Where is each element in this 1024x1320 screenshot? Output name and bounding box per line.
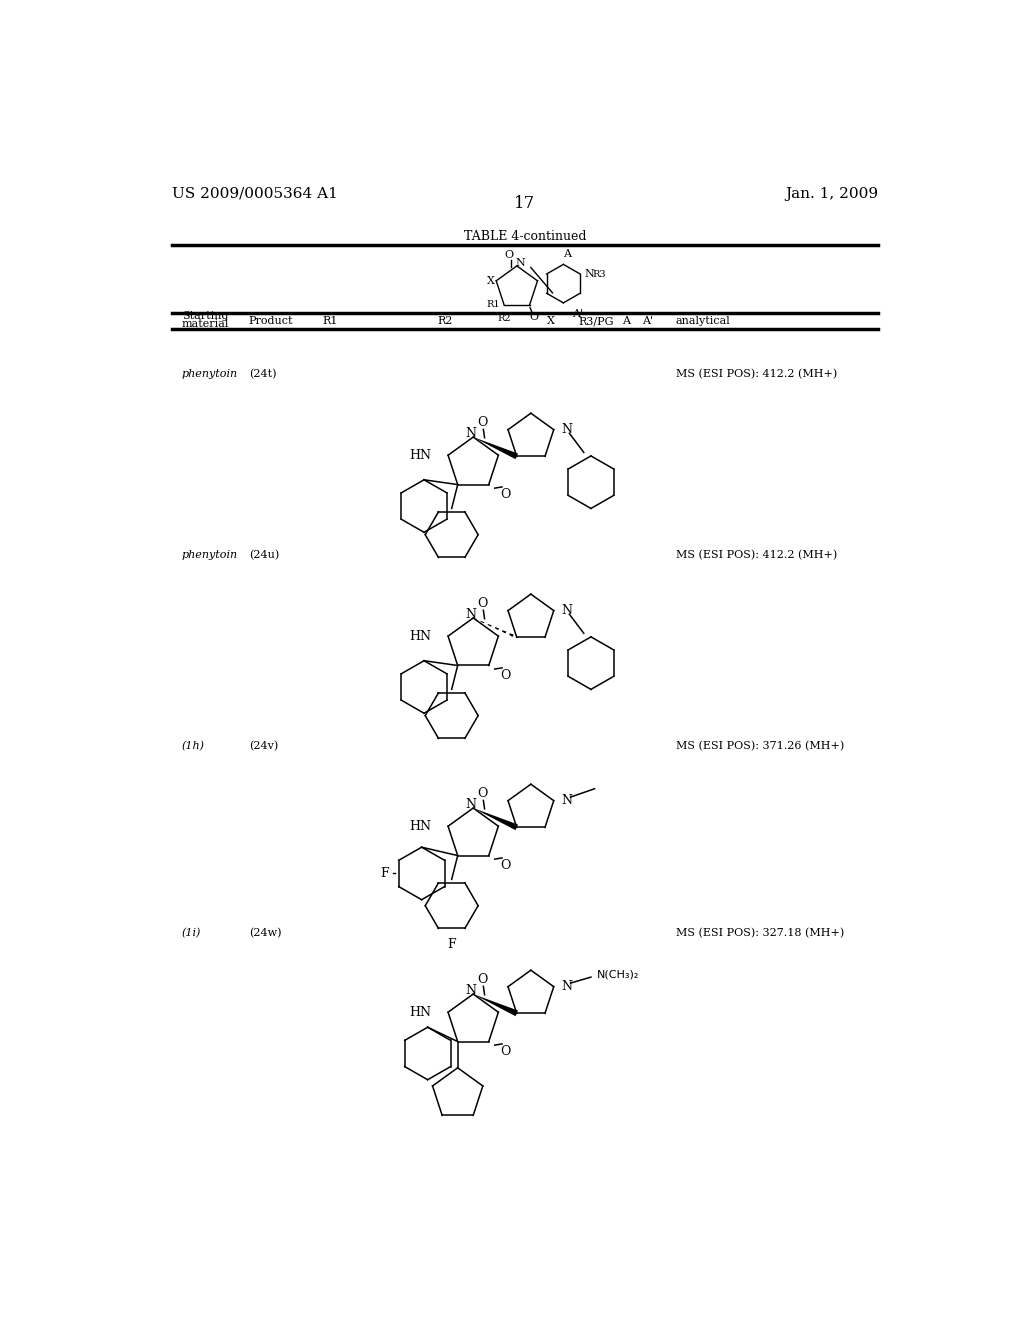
Text: (1h): (1h) bbox=[182, 741, 205, 751]
Text: N: N bbox=[465, 799, 476, 810]
Text: MS (ESI POS): 371.26 (MH+): MS (ESI POS): 371.26 (MH+) bbox=[676, 741, 844, 751]
Polygon shape bbox=[487, 624, 492, 627]
Text: R3: R3 bbox=[593, 269, 606, 279]
Text: O: O bbox=[501, 858, 511, 871]
Text: Jan. 1, 2009: Jan. 1, 2009 bbox=[784, 187, 878, 201]
Polygon shape bbox=[502, 630, 506, 634]
Polygon shape bbox=[473, 437, 518, 459]
Text: N: N bbox=[465, 983, 476, 997]
Text: R2: R2 bbox=[498, 314, 511, 323]
Polygon shape bbox=[495, 627, 499, 630]
Text: O: O bbox=[477, 416, 487, 429]
Text: A': A' bbox=[571, 309, 583, 318]
Text: R2: R2 bbox=[437, 315, 454, 326]
Polygon shape bbox=[473, 808, 518, 830]
Text: O: O bbox=[529, 312, 539, 322]
Text: analytical: analytical bbox=[676, 315, 730, 326]
Text: (24v): (24v) bbox=[249, 741, 278, 751]
Text: O: O bbox=[477, 973, 487, 986]
Polygon shape bbox=[473, 994, 518, 1016]
Text: (24w): (24w) bbox=[249, 928, 282, 939]
Text: X: X bbox=[486, 276, 495, 286]
Text: Starting: Starting bbox=[182, 310, 228, 321]
Text: A': A' bbox=[642, 315, 653, 326]
Text: N: N bbox=[561, 424, 572, 436]
Text: N: N bbox=[465, 609, 476, 620]
Text: phenytoin: phenytoin bbox=[182, 368, 239, 379]
Text: A: A bbox=[622, 315, 630, 326]
Text: MS (ESI POS): 412.2 (MH+): MS (ESI POS): 412.2 (MH+) bbox=[676, 549, 837, 560]
Text: X: X bbox=[547, 315, 555, 326]
Text: O: O bbox=[477, 787, 487, 800]
Text: 17: 17 bbox=[514, 194, 536, 211]
Text: MS (ESI POS): 412.2 (MH+): MS (ESI POS): 412.2 (MH+) bbox=[676, 368, 837, 379]
Text: HN: HN bbox=[410, 1006, 431, 1019]
Polygon shape bbox=[509, 634, 514, 638]
Text: N: N bbox=[561, 795, 572, 807]
Text: MS (ESI POS): 327.18 (MH+): MS (ESI POS): 327.18 (MH+) bbox=[676, 928, 844, 939]
Text: O: O bbox=[477, 597, 487, 610]
Text: Product: Product bbox=[249, 315, 293, 326]
Text: N: N bbox=[561, 981, 572, 993]
Text: material: material bbox=[182, 319, 229, 329]
Text: R1: R1 bbox=[323, 315, 338, 326]
Text: HN: HN bbox=[410, 820, 431, 833]
Text: (24u): (24u) bbox=[249, 549, 279, 560]
Text: O: O bbox=[505, 251, 514, 260]
Text: (24t): (24t) bbox=[249, 368, 276, 379]
Text: N: N bbox=[561, 605, 572, 618]
Text: TABLE 4-continued: TABLE 4-continued bbox=[464, 230, 586, 243]
Text: N(CH₃)₂: N(CH₃)₂ bbox=[597, 970, 639, 979]
Text: phenytoin: phenytoin bbox=[182, 550, 239, 560]
Text: US 2009/0005364 A1: US 2009/0005364 A1 bbox=[172, 187, 338, 201]
Text: O: O bbox=[501, 1044, 511, 1057]
Text: A: A bbox=[563, 248, 571, 259]
Text: O: O bbox=[501, 668, 511, 681]
Text: N: N bbox=[516, 257, 525, 268]
Text: R3/PG: R3/PG bbox=[579, 315, 614, 326]
Polygon shape bbox=[480, 620, 484, 623]
Text: F: F bbox=[447, 939, 456, 950]
Text: N: N bbox=[584, 269, 594, 279]
Text: (1i): (1i) bbox=[182, 928, 202, 939]
Text: N: N bbox=[465, 426, 476, 440]
Text: HN: HN bbox=[410, 630, 431, 643]
Polygon shape bbox=[473, 618, 477, 620]
Text: O: O bbox=[501, 487, 511, 500]
Text: R1: R1 bbox=[486, 300, 501, 309]
Text: F: F bbox=[381, 867, 389, 880]
Text: HN: HN bbox=[410, 449, 431, 462]
